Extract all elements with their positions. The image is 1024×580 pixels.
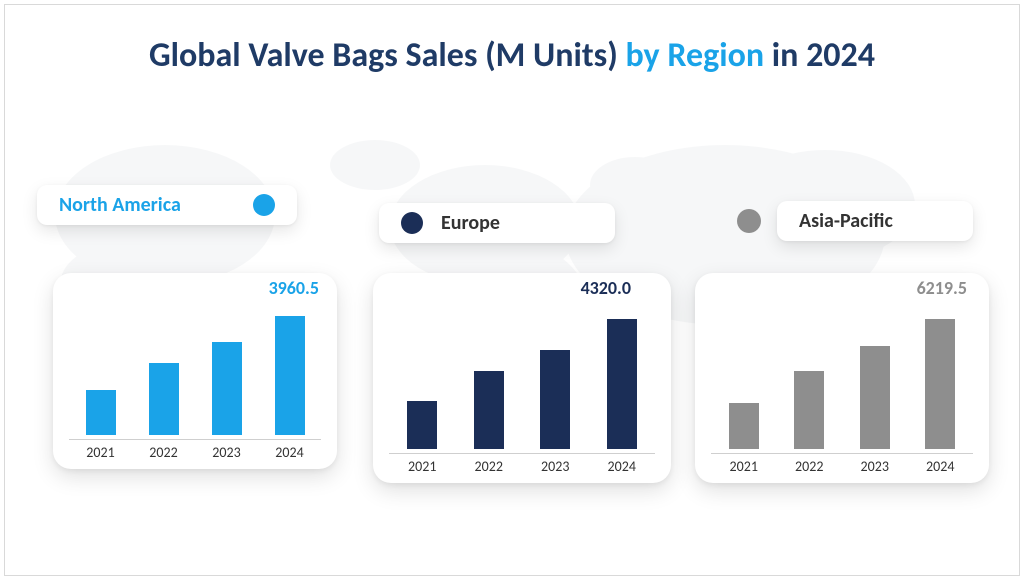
xlabel-na-3: 2024 <box>275 444 305 461</box>
xlabel-na-2: 2023 <box>212 444 242 461</box>
bar-ap-1 <box>794 371 824 449</box>
bar-eu-0 <box>407 401 437 449</box>
bar-na-1 <box>149 363 179 435</box>
xlabel-ap-3: 2024 <box>925 458 955 475</box>
title-part-b: by Region <box>625 35 764 76</box>
bars-ap <box>711 301 973 449</box>
region-pill-na: North America <box>37 185 297 225</box>
region-label-eu: Europe <box>441 211 500 235</box>
region-pill-eu: Europe <box>379 203 615 243</box>
bars-eu <box>389 301 655 449</box>
bar-ap-3 <box>925 319 955 449</box>
xlabel-eu-1: 2022 <box>474 458 504 475</box>
xlabel-na-1: 2022 <box>149 444 179 461</box>
chart-card-na: 3960.5 2021 2022 2023 2024 <box>53 273 337 469</box>
bars-na <box>69 301 321 435</box>
chart-frame: Global Valve Bags Sales (M Units) by Reg… <box>4 4 1020 576</box>
bar-na-2 <box>212 342 242 435</box>
chart-card-ap: 6219.5 2021 2022 2023 2024 <box>695 273 989 483</box>
region-label-na: North America <box>59 193 181 217</box>
xlabels-na: 2021 2022 2023 2024 <box>69 439 321 461</box>
xlabel-ap-2: 2023 <box>860 458 890 475</box>
chart-callout-na: 3960.5 <box>269 277 319 299</box>
bar-na-0 <box>86 390 116 435</box>
region-pill-ap: Asia-Pacific <box>777 201 973 241</box>
chart-callout-ap: 6219.5 <box>917 277 967 299</box>
xlabel-eu-0: 2021 <box>407 458 437 475</box>
xlabel-eu-3: 2024 <box>607 458 637 475</box>
xlabel-ap-1: 2022 <box>794 458 824 475</box>
xlabels-ap: 2021 2022 2023 2024 <box>711 453 973 475</box>
bar-eu-2 <box>540 350 570 449</box>
region-dot-icon-ap <box>737 209 761 233</box>
chart-card-eu: 4320.0 2021 2022 2023 2024 <box>373 273 671 483</box>
xlabel-ap-0: 2021 <box>729 458 759 475</box>
bar-ap-2 <box>860 346 890 449</box>
xlabel-eu-2: 2023 <box>540 458 570 475</box>
page-title: Global Valve Bags Sales (M Units) by Reg… <box>5 35 1019 76</box>
xlabels-eu: 2021 2022 2023 2024 <box>389 453 655 475</box>
region-dot-icon-na <box>253 194 275 216</box>
bar-eu-1 <box>474 371 504 449</box>
region-label-ap: Asia-Pacific <box>799 209 893 233</box>
bar-na-3 <box>275 316 305 435</box>
title-part-a: Global Valve Bags Sales (M Units) <box>149 35 626 76</box>
bar-eu-3 <box>607 319 637 449</box>
region-dot-icon-eu <box>401 212 423 234</box>
chart-callout-eu: 4320.0 <box>581 277 631 299</box>
title-part-c: in 2024 <box>764 35 875 76</box>
xlabel-na-0: 2021 <box>86 444 116 461</box>
bar-ap-0 <box>729 403 759 449</box>
